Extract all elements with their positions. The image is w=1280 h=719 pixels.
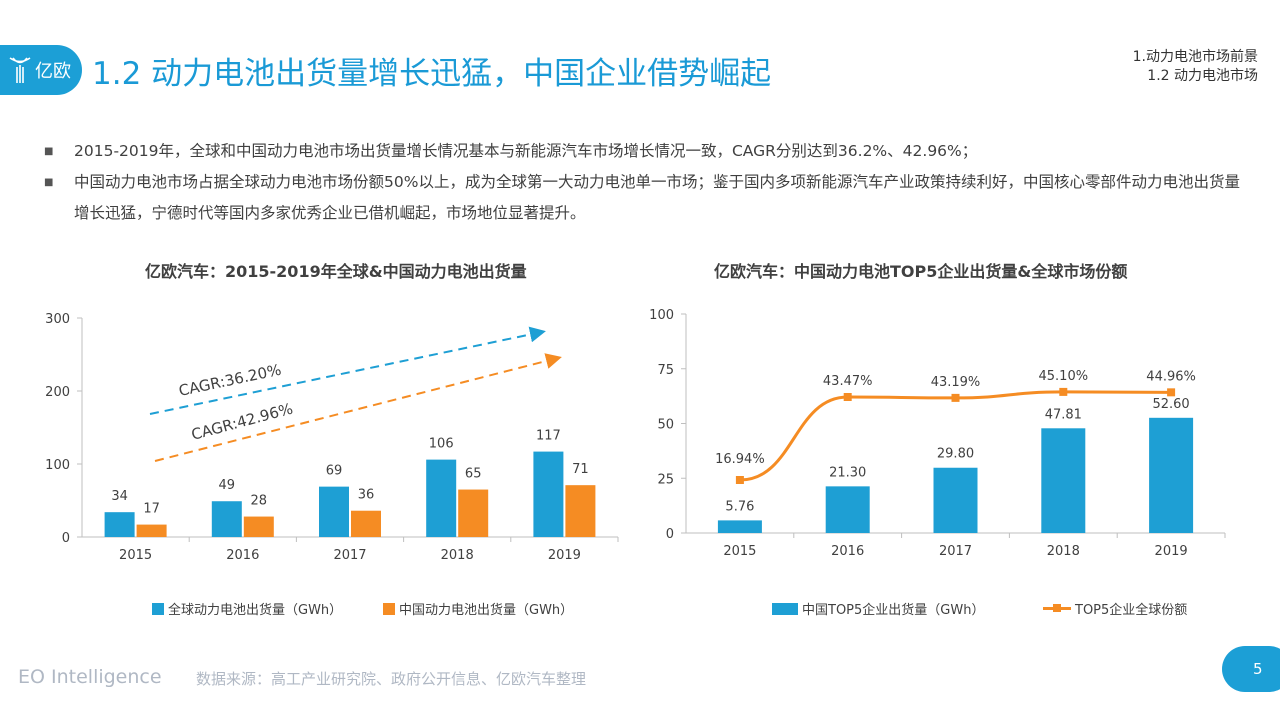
chart2-line-label: 43.47% <box>823 374 873 389</box>
chart2-line-marker <box>843 393 852 402</box>
chart1-y-tick-label: 100 <box>45 458 70 473</box>
chart1-bar-china <box>351 510 381 537</box>
chart2-line-marker <box>1059 387 1068 396</box>
chart1-title: 亿欧汽车：2015-2019年全球&中国动力电池出货量 <box>145 262 527 281</box>
logo-text: 亿欧 <box>35 61 71 82</box>
chart1-data-label: 106 <box>429 437 454 452</box>
chart1-data-label: 69 <box>326 464 343 479</box>
chart1-legend-global: 全球动力电池出货量（GWh） <box>152 599 342 618</box>
chart1-data-label: 36 <box>358 488 375 503</box>
footer-brand: EO Intelligence <box>18 666 162 688</box>
chart2-y-tick-label: 50 <box>657 418 674 433</box>
chart1-data-label: 28 <box>251 494 268 509</box>
chart1-bar-global <box>319 486 349 537</box>
chart1-x-tick-label: 2016 <box>226 548 259 563</box>
chart2-bar-label: 52.60 <box>1152 397 1189 412</box>
chart2-y-tick-label: 75 <box>657 363 674 378</box>
chart1-bar-china <box>565 485 596 537</box>
chart2-line-label: 16.94% <box>715 452 765 467</box>
legend-label: TOP5企业全球份额 <box>1075 603 1188 618</box>
chart2-x-tick-label: 2018 <box>1047 544 1080 559</box>
chart2-line-marker <box>951 393 960 402</box>
legend-line-icon <box>1043 604 1071 612</box>
chart1-x-tick-label: 2019 <box>548 548 581 563</box>
chart2-bar <box>933 467 978 533</box>
chart2-line-label: 45.10% <box>1039 369 1089 384</box>
chart1-y-tick-label: 200 <box>45 385 70 400</box>
legend-swatch <box>772 602 798 615</box>
chart1-data-label: 34 <box>111 489 128 504</box>
chart1-y-tick-label: 300 <box>45 312 70 327</box>
bullet-list: ■ 2015-2019年，全球和中国动力电池市场出货量增长情况基本与新能源汽车市场… <box>44 136 1244 229</box>
chart1-bar-global <box>426 459 457 537</box>
chart1-bar-china <box>136 524 167 537</box>
legend-label: 中国动力电池出货量（GWh） <box>399 603 574 618</box>
chart1-bar-china <box>243 516 274 537</box>
chart2-x-tick-label: 2016 <box>831 544 864 559</box>
logo-icon <box>9 57 31 83</box>
chart1-bar-global <box>533 451 564 537</box>
chart2-title: 亿欧汽车：中国动力电池TOP5企业出货量&全球市场份额 <box>714 262 1128 281</box>
breadcrumb: 1.动力电池市场前景 1.2 动力电池市场 <box>1133 48 1258 86</box>
chart2-y-tick-label: 100 <box>649 308 674 323</box>
legend-label: 全球动力电池出货量（GWh） <box>168 603 343 618</box>
breadcrumb-section: 1.动力电池市场前景 <box>1132 49 1258 65</box>
chart2-bar <box>717 520 762 533</box>
chart1-x-tick-label: 2017 <box>333 548 366 563</box>
bullet-text: 2015-2019年，全球和中国动力电池市场出货量增长情况基本与新能源汽车市场增… <box>74 142 978 160</box>
cagr-china-label: CAGR:42.96% <box>189 399 294 443</box>
chart1-data-label: 17 <box>143 502 160 517</box>
cagr-global-arrow <box>149 326 546 415</box>
chart2-bar-label: 47.81 <box>1045 407 1082 422</box>
chart2-line-label: 43.19% <box>931 375 981 390</box>
chart1-legend-china: 中国动力电池出货量（GWh） <box>383 599 573 618</box>
chart2-line-label: 44.96% <box>1146 369 1196 384</box>
chart2-bar-label: 21.30 <box>829 465 866 480</box>
chart2-x-tick-label: 2019 <box>1155 544 1188 559</box>
bullet-square-icon: ■ <box>44 146 54 157</box>
chart1-x-tick-label: 2018 <box>441 548 474 563</box>
chart2-x-tick-label: 2017 <box>939 544 972 559</box>
cagr-global-label: CAGR:36.20% <box>177 361 283 400</box>
chart2-y-tick-label: 25 <box>657 472 674 487</box>
chart2-bar <box>1149 417 1194 533</box>
data-source: 数据来源：高工产业研究院、政府公开信息、亿欧汽车整理 <box>196 670 587 688</box>
logo: 亿欧 <box>0 45 82 95</box>
chart1-bar-global <box>104 512 135 537</box>
legend-swatch <box>152 602 164 615</box>
chart2-share-line <box>739 390 1172 482</box>
page-title: 1.2 动力电池出货量增长迅猛，中国企业借势崛起 <box>92 56 772 92</box>
bullet-text: 中国动力电池市场占据全球动力电池市场份额50%以上，成为全球第一大动力电池单一市… <box>74 173 1240 222</box>
chart2-y-tick-label: 0 <box>666 527 674 542</box>
chart2-legend-bar: 中国TOP5企业出货量（GWh） <box>772 599 984 618</box>
page-number: 5 <box>1222 646 1280 692</box>
chart1-bar-china <box>458 489 489 537</box>
bullet-item: ■ 2015-2019年，全球和中国动力电池市场出货量增长情况基本与新能源汽车市场… <box>44 136 1244 167</box>
chart1-bar-global <box>211 501 242 537</box>
breadcrumb-subsection: 1.2 动力电池市场 <box>1147 68 1258 84</box>
legend-label: 中国TOP5企业出货量（GWh） <box>802 603 985 618</box>
chart2-x-tick-label: 2015 <box>723 544 756 559</box>
chart2-line-marker <box>735 476 744 485</box>
bullet-item: ■ 中国动力电池市场占据全球动力电池市场份额50%以上，成为全球第一大动力电池单一… <box>44 167 1244 229</box>
chart2-bar-label: 29.80 <box>937 447 974 462</box>
bullet-square-icon: ■ <box>44 177 54 188</box>
chart1-data-label: 117 <box>536 429 561 444</box>
chart1-y-tick-label: 0 <box>62 531 70 546</box>
cagr-china-arrow <box>154 353 562 462</box>
chart1-data-label: 65 <box>465 467 482 482</box>
chart2-bar <box>825 486 870 533</box>
legend-swatch <box>383 602 395 615</box>
chart2-legend-line: TOP5企业全球份额 <box>1043 599 1187 618</box>
chart2-bar <box>1041 428 1086 533</box>
chart2-line-marker <box>1167 388 1176 397</box>
chart1-data-label: 71 <box>572 462 589 477</box>
chart1-data-label: 49 <box>219 478 236 493</box>
chart1-x-tick-label: 2015 <box>119 548 152 563</box>
chart2-bar-label: 5.76 <box>725 499 754 514</box>
